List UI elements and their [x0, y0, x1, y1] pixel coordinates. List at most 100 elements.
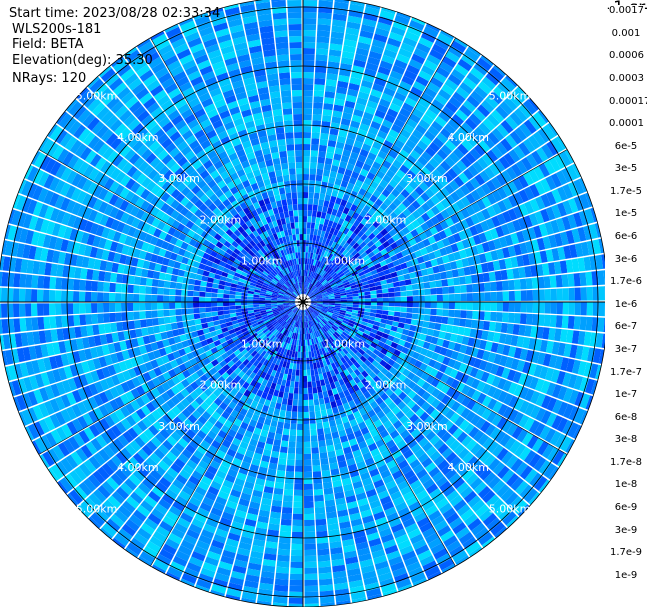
beta-cell: [389, 330, 397, 337]
beta-cell: [510, 232, 520, 245]
beta-cell: [322, 263, 327, 271]
beta-cell: [241, 339, 248, 346]
beta-cell: [495, 226, 505, 238]
beta-cell: [447, 424, 459, 436]
beta-cell: [208, 326, 216, 333]
beta-cell: [560, 357, 570, 372]
beta-cell: [282, 373, 288, 381]
beta-cell: [436, 302, 443, 309]
beta-cell: [361, 117, 372, 127]
beta-cell: [403, 254, 412, 263]
beta-cell: [382, 159, 392, 170]
beta-cell: [159, 548, 175, 561]
beta-cell: [350, 232, 357, 240]
beta-cell: [305, 288, 308, 295]
beta-cell: [341, 266, 349, 273]
beta-cell: [193, 296, 200, 302]
beta-cell: [200, 529, 215, 540]
beta-cell: [83, 385, 93, 398]
beta-cell: [388, 292, 395, 298]
beta-cell: [412, 577, 428, 587]
beta-cell: [370, 298, 377, 302]
beta-cell: [247, 469, 258, 478]
beta-cell: [253, 304, 260, 308]
beta-cell: [508, 302, 515, 312]
beta-cell: [242, 358, 250, 366]
beta-cell: [266, 312, 274, 316]
beta-cell: [340, 307, 347, 311]
beta-cell: [278, 458, 287, 466]
beta-cell: [32, 169, 44, 185]
beta-cell: [214, 434, 224, 445]
beta-cell: [497, 403, 508, 416]
beta-cell: [323, 103, 334, 111]
beta-cell: [303, 168, 310, 175]
beta-cell: [158, 248, 167, 257]
beta-cell: [327, 330, 333, 337]
beta-cell: [179, 422, 190, 433]
beta-cell: [501, 469, 515, 483]
beta-cell: [289, 312, 295, 318]
beta-cell: [380, 449, 391, 459]
beta-cell: [434, 272, 442, 281]
beta-cell: [333, 308, 341, 312]
beta-cell: [152, 421, 164, 432]
beta-cell: [398, 339, 406, 347]
beta-cell: [444, 366, 453, 376]
beta-cell: [298, 399, 303, 406]
beta-cell: [414, 249, 423, 258]
beta-cell: [219, 337, 227, 344]
beta-cell: [288, 603, 303, 607]
beta-cell: [259, 357, 266, 365]
beta-cell: [380, 469, 392, 479]
beta-cell: [370, 305, 377, 310]
beta-cell: [339, 62, 353, 71]
beta-cell: [304, 288, 307, 295]
beta-cell: [303, 282, 305, 289]
beta-cell: [308, 314, 312, 321]
beta-cell: [25, 274, 33, 288]
beta-cell: [501, 280, 509, 291]
beta-cell: [23, 376, 33, 392]
beta-cell: [270, 318, 277, 323]
beta-cell: [424, 365, 434, 375]
beta-cell: [306, 276, 309, 283]
beta-cell: [320, 262, 325, 269]
beta-cell: [353, 376, 361, 384]
beta-cell: [450, 350, 459, 360]
beta-cell: [303, 6, 317, 13]
beta-cell: [268, 326, 275, 332]
beta-cell: [207, 430, 217, 440]
beta-cell: [401, 75, 415, 86]
beta-cell: [146, 473, 159, 486]
beta-cell: [484, 361, 494, 373]
beta-cell: [313, 483, 323, 490]
beta-cell: [125, 339, 133, 350]
beta-cell: [260, 576, 274, 585]
beta-cell: [370, 294, 377, 299]
beta-cell: [5, 366, 12, 381]
beta-cell: [461, 435, 473, 448]
beta-cell: [484, 302, 491, 311]
beta-cell: [161, 493, 175, 505]
beta-cell: [2, 350, 8, 366]
beta-cell: [333, 276, 340, 282]
beta-cell: [229, 305, 236, 310]
beta-cell: [598, 286, 605, 301]
beta-cell: [151, 279, 159, 287]
beta-cell: [155, 481, 168, 493]
beta-cell: [331, 208, 338, 216]
beta-cell: [256, 329, 263, 335]
beta-cell: [31, 274, 39, 289]
beta-cell: [251, 432, 260, 441]
beta-cell: [400, 42, 415, 53]
beta-cell: [406, 223, 415, 232]
beta-cell: [519, 386, 529, 400]
beta-cell: [211, 288, 218, 294]
beta-cell: [310, 222, 316, 229]
beta-cell: [315, 235, 321, 243]
beta-cell: [369, 166, 379, 176]
beta-cell: [391, 276, 399, 283]
beta-cell: [311, 210, 317, 217]
beta-cell: [217, 490, 230, 500]
